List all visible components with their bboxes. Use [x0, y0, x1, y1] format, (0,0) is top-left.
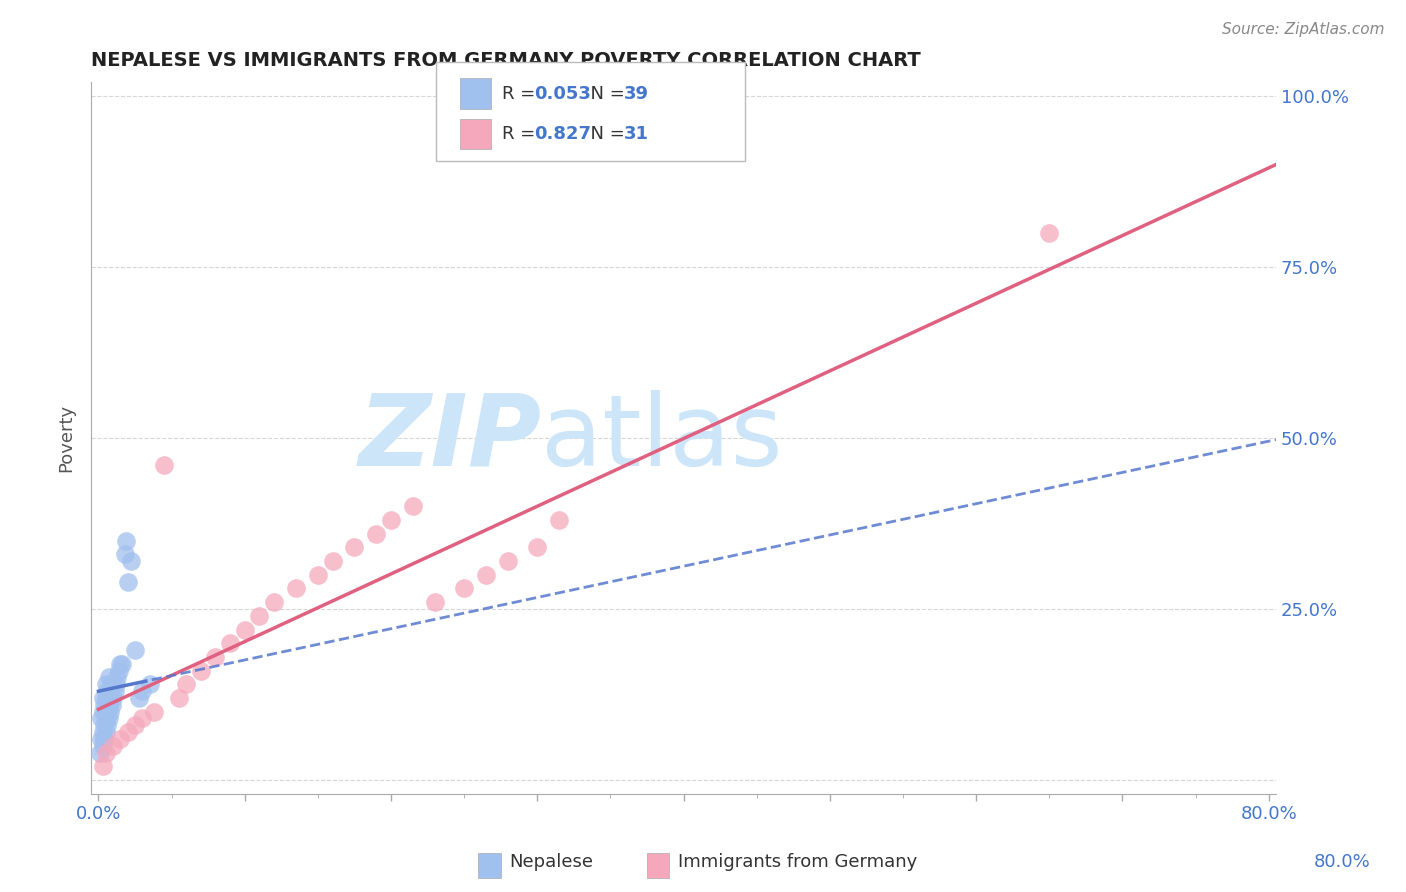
Text: NEPALESE VS IMMIGRANTS FROM GERMANY POVERTY CORRELATION CHART: NEPALESE VS IMMIGRANTS FROM GERMANY POVE… — [91, 51, 921, 70]
Point — [110, 731, 132, 746]
Point — [153, 458, 176, 473]
Point — [526, 541, 548, 555]
Point — [366, 526, 388, 541]
Point — [91, 690, 114, 705]
Point — [131, 684, 153, 698]
Point — [97, 711, 120, 725]
Point — [101, 690, 124, 705]
Point — [453, 582, 475, 596]
Point — [94, 746, 117, 760]
Point — [96, 684, 118, 698]
Point — [124, 718, 146, 732]
Point — [124, 643, 146, 657]
Text: atlas: atlas — [541, 390, 783, 486]
Point — [219, 636, 242, 650]
Text: 80.0%: 80.0% — [1315, 853, 1371, 871]
Point — [174, 677, 197, 691]
Point — [94, 677, 117, 691]
Point — [247, 608, 270, 623]
Point — [96, 705, 118, 719]
Point — [90, 711, 112, 725]
Point — [167, 690, 190, 705]
Point — [233, 623, 256, 637]
Point — [103, 684, 125, 698]
Point — [128, 690, 150, 705]
Text: Nepalese: Nepalese — [509, 853, 593, 871]
Text: Immigrants from Germany: Immigrants from Germany — [678, 853, 917, 871]
Point — [101, 739, 124, 753]
Point — [98, 684, 121, 698]
Point — [91, 725, 114, 739]
Point — [91, 759, 114, 773]
Point — [111, 657, 134, 671]
Text: R =: R = — [502, 85, 541, 103]
Point — [343, 541, 366, 555]
Point — [90, 731, 112, 746]
Point — [105, 677, 128, 691]
Point — [402, 500, 425, 514]
Point — [93, 731, 115, 746]
Point — [120, 554, 142, 568]
Text: N =: N = — [579, 85, 631, 103]
Point — [94, 690, 117, 705]
Point — [496, 554, 519, 568]
Point — [307, 567, 329, 582]
Text: R =: R = — [502, 125, 541, 143]
Point — [143, 705, 166, 719]
Point — [423, 595, 446, 609]
Point — [100, 677, 122, 691]
Point — [321, 554, 343, 568]
Point — [1038, 226, 1060, 240]
Point — [117, 574, 139, 589]
Point — [284, 582, 307, 596]
Point — [138, 677, 160, 691]
Point — [204, 649, 226, 664]
Point — [263, 595, 285, 609]
Text: 39: 39 — [624, 85, 650, 103]
Text: Source: ZipAtlas.com: Source: ZipAtlas.com — [1222, 22, 1385, 37]
Point — [190, 664, 212, 678]
Y-axis label: Poverty: Poverty — [58, 404, 75, 472]
Point — [96, 718, 118, 732]
Text: 0.053: 0.053 — [534, 85, 591, 103]
Point — [94, 711, 117, 725]
Point — [110, 657, 132, 671]
Point — [475, 567, 498, 582]
Text: N =: N = — [579, 125, 631, 143]
Point — [91, 739, 114, 753]
Point — [94, 725, 117, 739]
Point — [98, 705, 121, 719]
Point — [93, 718, 115, 732]
Point — [107, 670, 129, 684]
Text: 31: 31 — [624, 125, 650, 143]
Point — [108, 664, 131, 678]
Point — [97, 670, 120, 684]
Point — [93, 698, 115, 712]
Point — [91, 705, 114, 719]
Point — [117, 725, 139, 739]
Text: 0.827: 0.827 — [534, 125, 592, 143]
Point — [131, 711, 153, 725]
Text: ZIP: ZIP — [359, 390, 541, 486]
Point — [380, 513, 402, 527]
Point — [115, 533, 138, 548]
Point — [97, 698, 120, 712]
Point — [114, 547, 136, 561]
Point — [548, 513, 571, 527]
Point — [100, 698, 122, 712]
Point — [89, 746, 111, 760]
